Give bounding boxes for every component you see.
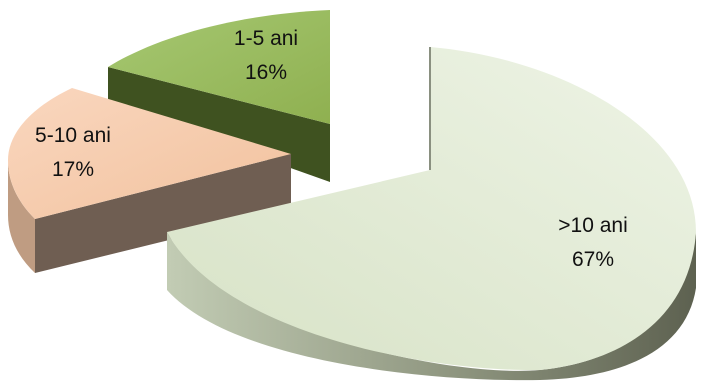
label-gt10-ani-name: >10 ani xyxy=(558,214,627,237)
label-1-5-ani-name: 1-5 ani xyxy=(234,27,298,50)
label-5-10-ani-value: 17% xyxy=(52,158,94,181)
slice-gt10-ani xyxy=(167,47,696,381)
slice-gt10-ani-top xyxy=(167,47,696,371)
slice-gt10-ani-side xyxy=(167,232,696,381)
slice-5-10-ani-top xyxy=(8,88,291,219)
slice-1-5-ani-top xyxy=(108,10,330,124)
label-5-10-ani-name: 5-10 ani xyxy=(35,124,111,147)
slice-5-10-ani xyxy=(8,88,291,273)
label-gt10-ani-value: 67% xyxy=(572,248,614,271)
slice-5-10-ani-side-left xyxy=(8,160,35,273)
label-1-5-ani-value: 16% xyxy=(245,61,287,84)
slice-5-10-ani-side-right xyxy=(35,154,291,273)
